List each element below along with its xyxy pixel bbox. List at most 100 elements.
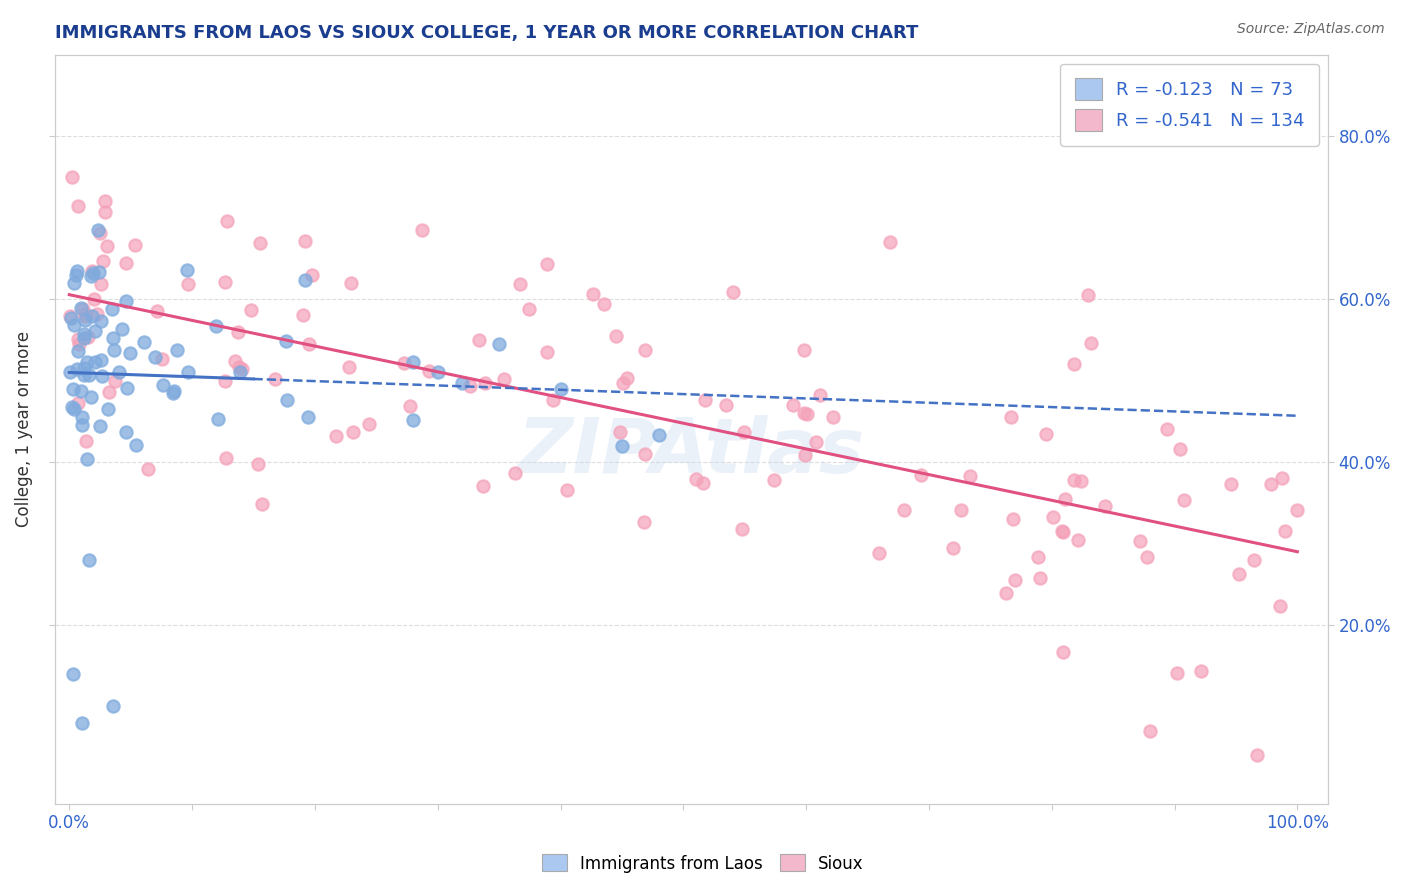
- Point: [1077, 287, 1099, 301]
- Point: [108, 365, 131, 379]
- Point: [84, 324, 107, 338]
- Point: [75, 313, 97, 327]
- Legend: R = -0.123   N = 73, R = -0.541   N = 134: R = -0.123 N = 73, R = -0.541 N = 134: [1060, 63, 1319, 145]
- Point: [685, 472, 707, 486]
- Point: [616, 371, 638, 385]
- Point: [66, 362, 89, 376]
- Point: [59, 365, 82, 379]
- Point: [1270, 599, 1292, 614]
- Point: [609, 425, 631, 439]
- Point: [89, 265, 111, 279]
- Point: [1271, 471, 1294, 485]
- Point: [536, 344, 558, 359]
- Point: [66, 396, 89, 410]
- Point: [1094, 499, 1116, 513]
- Point: [115, 425, 138, 439]
- Point: [166, 343, 188, 357]
- Point: [634, 343, 657, 357]
- Point: [793, 448, 815, 462]
- Point: [89, 226, 111, 240]
- Point: [612, 376, 634, 390]
- Point: [325, 429, 347, 443]
- Point: [70, 301, 93, 315]
- Point: [1042, 510, 1064, 524]
- Point: [143, 350, 166, 364]
- Point: [633, 515, 655, 529]
- Point: [357, 417, 380, 432]
- Point: [468, 334, 491, 348]
- Point: [695, 393, 717, 408]
- Point: [80, 269, 103, 284]
- Point: [59, 309, 82, 323]
- Point: [1129, 533, 1152, 548]
- Point: [298, 337, 321, 351]
- Point: [152, 377, 174, 392]
- Point: [176, 262, 198, 277]
- Point: [808, 387, 831, 401]
- Point: [76, 355, 98, 369]
- Point: [59, 310, 82, 325]
- Point: [821, 410, 844, 425]
- Point: [276, 392, 298, 407]
- Point: [104, 374, 127, 388]
- Point: [66, 264, 89, 278]
- Point: [793, 406, 815, 420]
- Point: [62, 382, 84, 396]
- Point: [1227, 566, 1250, 581]
- Point: [101, 302, 124, 317]
- Point: [1063, 473, 1085, 487]
- Point: [67, 343, 90, 358]
- Point: [73, 331, 96, 345]
- Point: [796, 407, 818, 421]
- Point: [1173, 493, 1195, 508]
- Point: [214, 374, 236, 388]
- Point: [114, 294, 136, 309]
- Text: ZIPAtlas: ZIPAtlas: [517, 415, 865, 489]
- Point: [73, 361, 96, 376]
- Point: [249, 236, 271, 251]
- Point: [910, 467, 932, 482]
- Point: [536, 257, 558, 271]
- Point: [714, 398, 737, 412]
- Y-axis label: College, 1 year or more: College, 1 year or more: [15, 331, 32, 527]
- Point: [1067, 533, 1090, 548]
- Point: [605, 328, 627, 343]
- Point: [91, 253, 114, 268]
- Point: [1274, 524, 1296, 538]
- Point: [1035, 426, 1057, 441]
- Point: [1000, 409, 1022, 424]
- Point: [342, 425, 364, 440]
- Point: [90, 352, 112, 367]
- Point: [492, 372, 515, 386]
- Point: [73, 368, 96, 382]
- Point: [949, 502, 972, 516]
- Point: [1243, 553, 1265, 567]
- Point: [337, 360, 360, 375]
- Point: [96, 239, 118, 253]
- Point: [488, 336, 510, 351]
- Point: [1052, 524, 1074, 538]
- Point: [721, 285, 744, 299]
- Point: [224, 354, 246, 368]
- Point: [593, 297, 616, 311]
- Point: [214, 450, 236, 465]
- Point: [458, 379, 481, 393]
- Point: [1220, 477, 1243, 491]
- Point: [90, 314, 112, 328]
- Point: [582, 287, 605, 301]
- Point: [648, 428, 671, 442]
- Point: [162, 386, 184, 401]
- Point: [231, 362, 253, 376]
- Point: [76, 452, 98, 467]
- Point: [451, 376, 474, 391]
- Point: [86, 307, 108, 321]
- Point: [392, 356, 415, 370]
- Point: [868, 546, 890, 560]
- Point: [207, 412, 229, 426]
- Point: [205, 318, 228, 333]
- Point: [1053, 491, 1076, 506]
- Point: [1166, 666, 1188, 681]
- Point: [610, 439, 633, 453]
- Point: [297, 409, 319, 424]
- Point: [793, 343, 815, 357]
